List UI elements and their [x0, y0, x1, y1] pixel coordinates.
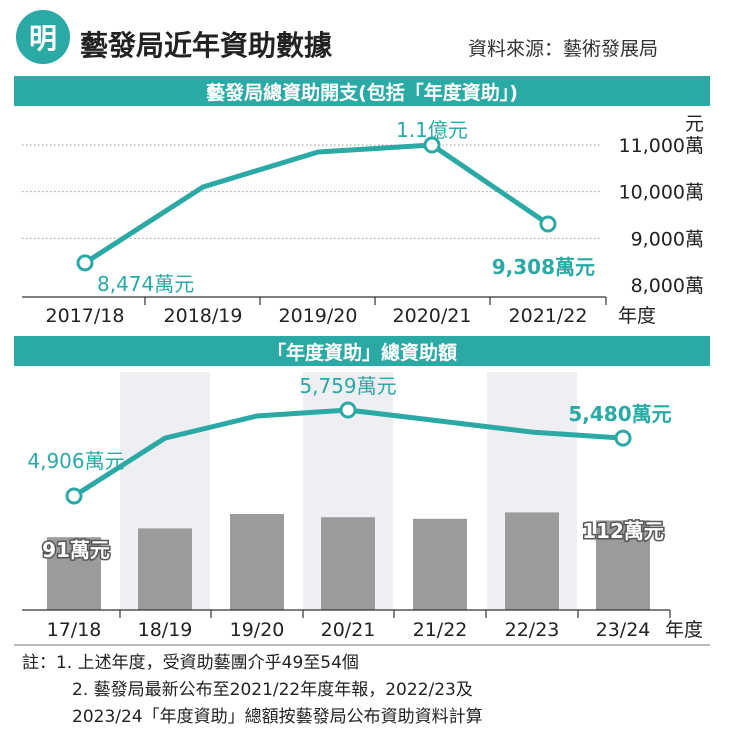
chart1-data-point [539, 215, 557, 233]
chart2-category-label: 23/24 [596, 619, 651, 641]
chart2-bar [596, 520, 650, 610]
chart2-bar [321, 517, 375, 610]
chart1-category-label: 2018/19 [164, 305, 243, 327]
chart1-ytick-label: 9,000萬 [631, 228, 704, 250]
chart1-category-label: 2019/20 [279, 305, 358, 327]
ming-pao-logo: 明 [16, 10, 70, 64]
chart2-category-label: 19/20 [230, 619, 285, 641]
chart2-bar [47, 537, 101, 610]
chart1-ytick-label: 10,000萬 [619, 182, 704, 204]
chart1-xlabel: 年度 [618, 305, 656, 327]
chart1-ytick-label: 11,000萬 [619, 135, 704, 157]
chart2-bar [413, 518, 467, 610]
chart1-data-label: 9,308萬元 [492, 255, 595, 279]
chart1-data-point [76, 254, 94, 272]
note-line-2: 2. 藝發局最新公布至2021/22年度年報，2022/23及 [72, 680, 473, 700]
page-title: 藝發局近年資助數據 [80, 29, 333, 62]
chart2-category-label: 21/22 [413, 619, 468, 641]
chart2-line-label: 5,759萬元 [299, 374, 396, 398]
chart2-bar [230, 514, 284, 610]
chart1-ylabel: 元 [685, 113, 704, 135]
chart2-bar-label: 91萬元 [42, 538, 110, 562]
chart1-category-label: 2017/18 [46, 305, 125, 327]
chart2-data-point [614, 429, 632, 447]
chart2-title-bar: 「年度資助」總資助額 [14, 336, 710, 366]
chart1-title-bar: 藝發局總資助開支(包括「年度資助」) [14, 76, 710, 106]
chart2-category-label: 22/23 [505, 619, 560, 641]
source-label: 資料來源：藝術發展局 [468, 38, 659, 60]
notes: 註：1. 上述年度，受資助藝團介乎49至54個 2. 藝發局最新公布至2021/… [22, 650, 483, 731]
chart2-line-label: 5,480萬元 [568, 402, 671, 426]
chart2-data-point [65, 487, 83, 505]
chart1-category-label: 2020/21 [393, 305, 472, 327]
chart1-ytick-label: 8,000萬 [631, 275, 704, 297]
chart2-category-label: 17/18 [47, 619, 102, 641]
chart2-bar [138, 528, 192, 610]
chart1-data-label: 1.1億元 [396, 118, 468, 142]
chart2-line-label: 4,906萬元 [27, 449, 124, 473]
note-line-3: 2023/24「年度資助」總額按藝發局公布資助資料計算 [72, 707, 483, 727]
chart2-bar [505, 512, 559, 610]
chart2-xlabel: 年度 [665, 619, 703, 641]
chart1-series-line [83, 142, 550, 265]
note-line-1: 註：1. 上述年度，受資助藝團介乎49至54個 [22, 653, 359, 673]
chart1-category-label: 2021/22 [509, 305, 588, 327]
chart1-data-point [423, 136, 441, 154]
chart2-bar-label: 112萬元 [582, 519, 664, 543]
chart1-data-label: 8,474萬元 [97, 272, 194, 296]
chart2-data-point [339, 401, 357, 419]
chart2-category-label: 20/21 [321, 619, 376, 641]
chart2-category-label: 18/19 [138, 619, 193, 641]
